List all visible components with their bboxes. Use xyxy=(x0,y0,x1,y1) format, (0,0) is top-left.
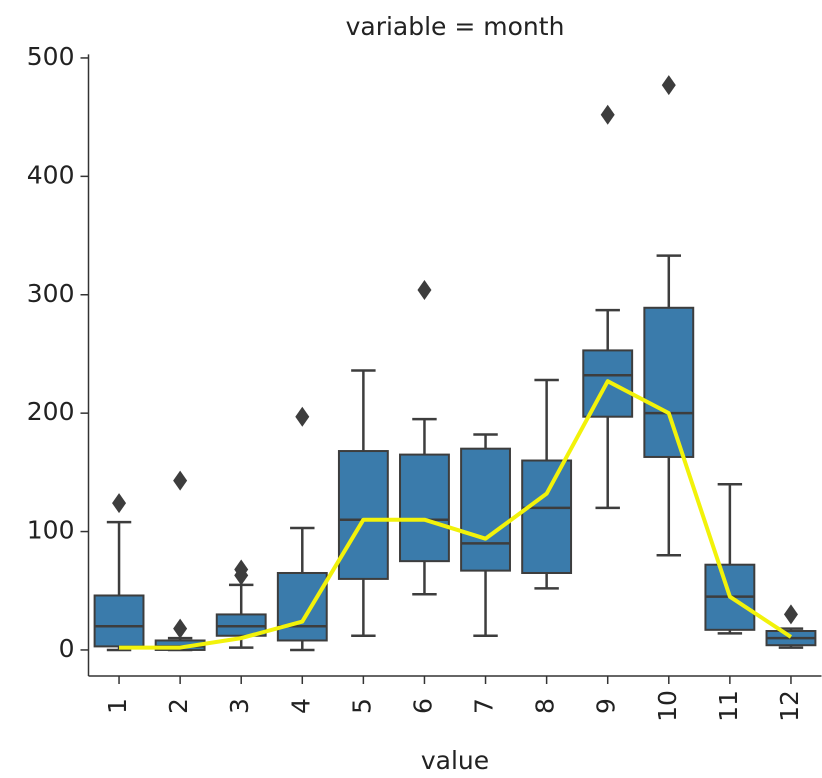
flier xyxy=(173,471,187,491)
chart-title: variable = month xyxy=(346,12,565,41)
x-tick-label: 2 xyxy=(164,698,193,714)
y-tick-label: 100 xyxy=(27,516,75,545)
box xyxy=(278,573,327,640)
x-tick-label: 11 xyxy=(714,690,743,722)
x-tick-label: 10 xyxy=(653,690,682,722)
y-tick-label: 500 xyxy=(27,42,75,71)
x-tick-label: 1 xyxy=(103,698,132,714)
flier xyxy=(295,407,309,427)
y-tick-label: 400 xyxy=(27,160,75,189)
x-axis-label: value xyxy=(421,746,489,774)
flier xyxy=(784,604,798,624)
flier xyxy=(601,105,615,125)
x-tick-label: 8 xyxy=(531,698,560,714)
box xyxy=(400,455,449,562)
box xyxy=(644,308,693,457)
x-tick-label: 4 xyxy=(286,698,315,714)
chart: variable = month value 0 100 200 300 400 500 1… xyxy=(0,0,822,774)
x-tick-label: 5 xyxy=(347,698,376,714)
y-tick-label: 300 xyxy=(27,279,75,308)
flier xyxy=(417,280,431,300)
box xyxy=(522,461,571,573)
y-tick-label: 0 xyxy=(59,634,75,663)
y-tick-label: 200 xyxy=(27,397,75,426)
box xyxy=(461,449,510,571)
x-tick-label: 7 xyxy=(470,698,499,714)
flier xyxy=(662,75,676,95)
box xyxy=(95,595,144,646)
x-tick-label: 6 xyxy=(408,698,437,714)
box xyxy=(339,451,388,579)
x-tick-label: 12 xyxy=(775,690,804,722)
flier xyxy=(112,493,126,513)
flier xyxy=(173,619,187,639)
x-tick-label: 3 xyxy=(225,698,254,714)
x-tick-label: 9 xyxy=(592,698,621,714)
